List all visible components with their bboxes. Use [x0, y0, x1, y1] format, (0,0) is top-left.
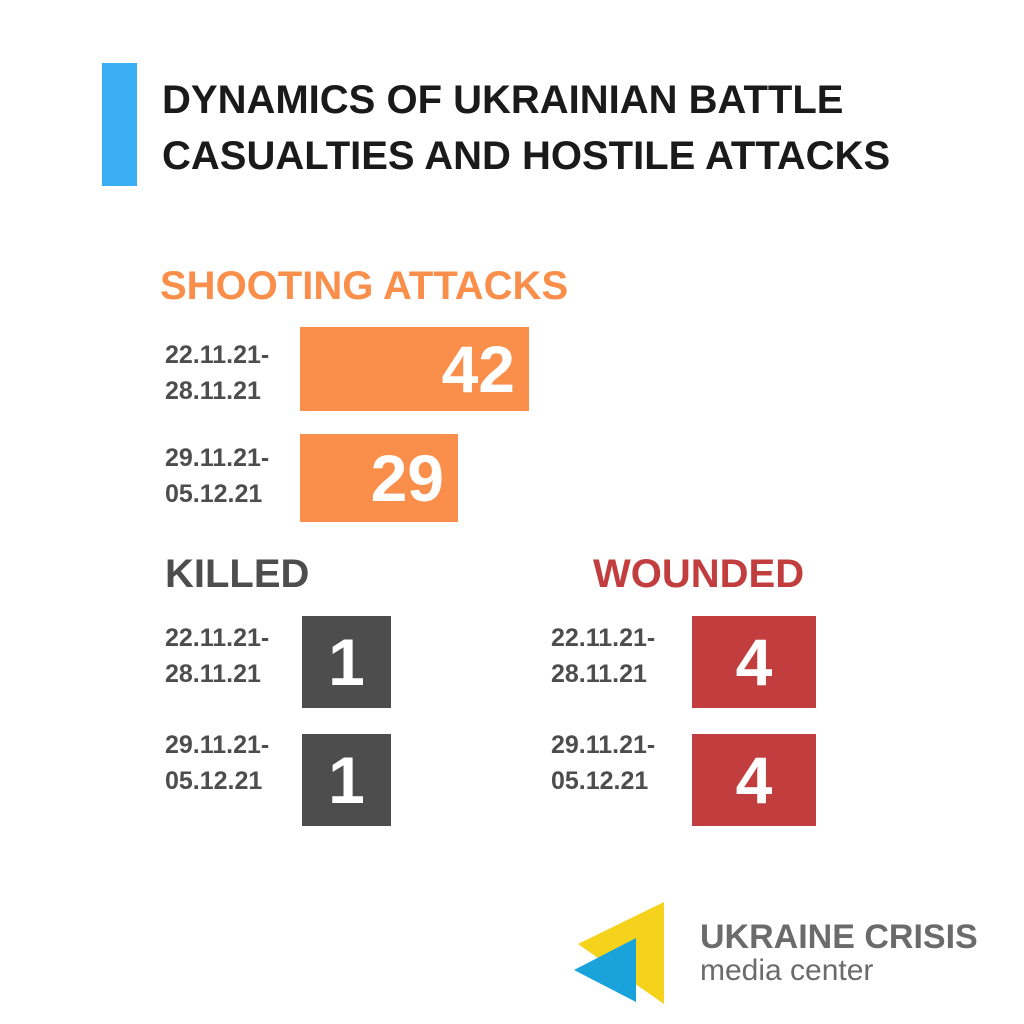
shooting-attacks-heading: SHOOTING ATTACKS: [160, 264, 569, 308]
shooting-bar-period-2: 29: [300, 434, 458, 522]
wounded-period-2-label: 29.11.21- 05.12.21: [551, 727, 655, 799]
wounded-period-1-label: 22.11.21- 28.11.21: [551, 620, 655, 692]
killed-value-period-1: 1: [328, 625, 365, 699]
killed-heading: KILLED: [165, 552, 310, 596]
ukraine-crisis-logo: UKRAINE CRISIS media center: [574, 898, 994, 1008]
killed-value-period-2: 1: [328, 743, 365, 817]
shooting-period-1-end: 28.11.21: [165, 377, 261, 405]
shooting-value-period-2: 29: [370, 441, 444, 515]
shooting-bar-period-1: 42: [300, 327, 529, 411]
wounded-period-2-start: 29.11.21-: [551, 731, 656, 759]
logo-name-text: UKRAINE CRISIS: [700, 918, 978, 956]
killed-period-2-start: 29.11.21-: [165, 731, 270, 759]
killed-period-1-start: 22.11.21-: [165, 624, 270, 652]
title-line-1: DYNAMICS OF UKRAINIAN BATTLE: [162, 78, 844, 122]
shooting-value-period-1: 42: [441, 332, 515, 406]
shooting-period-2-end: 05.12.21: [165, 480, 263, 508]
shooting-period-1-label: 22.11.21- 28.11.21: [165, 337, 269, 409]
killed-period-1-end: 28.11.21: [165, 660, 261, 688]
logo-blue-triangle: [574, 938, 636, 1002]
wounded-value-period-2: 4: [735, 743, 773, 817]
shooting-period-1-start: 22.11.21-: [165, 341, 270, 369]
wounded-box-period-2: 4: [692, 734, 816, 826]
wounded-heading: WOUNDED: [593, 552, 805, 596]
wounded-period-1-end: 28.11.21: [551, 660, 647, 688]
wounded-box-period-1: 4: [692, 616, 816, 708]
logo-subtitle-text: media center: [700, 954, 874, 987]
killed-period-1-label: 22.11.21- 28.11.21: [165, 620, 269, 692]
shooting-period-2-start: 29.11.21-: [165, 444, 270, 472]
wounded-period-1-start: 22.11.21-: [551, 624, 656, 652]
title-line-2: CASUALTIES AND HOSTILE ATTACKS: [162, 134, 891, 178]
killed-box-period-1: 1: [302, 616, 391, 708]
killed-box-period-2: 1: [302, 734, 391, 826]
wounded-value-period-1: 4: [735, 625, 773, 699]
page-title: DYNAMICS OF UKRAINIAN BATTLE CASUALTIES …: [162, 72, 1002, 184]
killed-period-2-end: 05.12.21: [165, 767, 263, 795]
title-accent-bar: [102, 63, 137, 186]
shooting-period-2-label: 29.11.21- 05.12.21: [165, 440, 269, 512]
killed-period-2-label: 29.11.21- 05.12.21: [165, 727, 269, 799]
wounded-period-2-end: 05.12.21: [551, 767, 649, 795]
ukraine-crisis-logo-mark-icon: [574, 902, 664, 1004]
